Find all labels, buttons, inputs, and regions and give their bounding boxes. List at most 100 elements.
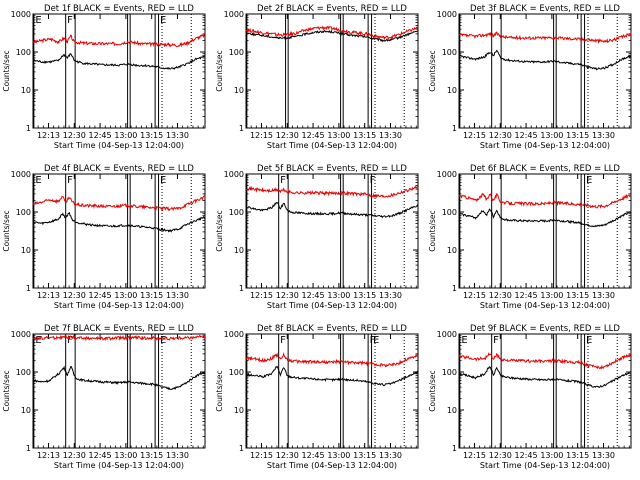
x-tick-label: 12:30	[489, 291, 512, 300]
time-marker-label: F	[370, 175, 376, 186]
lld-series-line	[246, 185, 419, 199]
y-tick-label: 1	[26, 444, 31, 453]
y-tick-label: 10	[21, 246, 31, 255]
x-tick-label: 12:30	[489, 451, 512, 460]
y-tick-label: 100	[16, 368, 31, 377]
y-tick-label: 10	[234, 86, 244, 95]
x-tick-label: 12:13	[37, 291, 60, 300]
x-tick-label: 13:00	[540, 451, 563, 460]
x-tick-label: 13:00	[327, 131, 350, 140]
lld-series-line	[245, 25, 419, 41]
y-axis-label: Counts/sec	[2, 370, 11, 411]
y-tick-label: 10	[21, 406, 31, 415]
time-marker-label: E	[586, 335, 592, 346]
y-axis-label: Counts/sec	[215, 50, 224, 91]
y-axis-label: Counts/sec	[215, 210, 224, 251]
time-marker-label: E	[35, 175, 41, 186]
time-marker-label: E	[461, 335, 467, 346]
lld-series-line	[245, 352, 419, 368]
events-series-line	[458, 366, 632, 389]
x-tick-label: 13:00	[114, 291, 137, 300]
y-tick-label: 1000	[11, 330, 31, 339]
lld-series-line	[32, 195, 206, 212]
x-tick-label: 13:30	[379, 291, 402, 300]
x-tick-label: 13:00	[114, 131, 137, 140]
events-series-line	[458, 208, 632, 228]
x-tick-label: 12:13	[37, 451, 60, 460]
x-tick-label: 12:30	[489, 131, 512, 140]
y-tick-label: 1000	[437, 330, 457, 339]
x-tick-label: 13:15	[140, 131, 163, 140]
x-tick-label: 13:15	[353, 451, 376, 460]
x-tick-label: 13:30	[379, 451, 402, 460]
x-axis-label: Start Time (04-Sep-13 12:04:00)	[54, 301, 184, 310]
y-axis-label: Counts/sec	[428, 210, 437, 251]
chart-panel-6: Det 6f BLACK = Events, RED = LLD 1 10 100 10…	[428, 164, 632, 310]
x-tick-label: 13:30	[592, 291, 615, 300]
time-marker-label: F	[67, 335, 73, 346]
x-tick-label: 12:30	[276, 451, 299, 460]
x-tick-label: 13:30	[592, 451, 615, 460]
x-tick-label: 13:30	[592, 131, 615, 140]
plot-frame	[245, 173, 419, 289]
x-tick-label: 13:00	[540, 131, 563, 140]
plot-frame	[458, 173, 632, 289]
plot-frame	[245, 333, 419, 449]
y-tick-label: 1000	[224, 170, 244, 179]
plot-frame	[245, 13, 419, 129]
x-tick-label: 13:15	[353, 291, 376, 300]
x-axis-label: Start Time (04-Sep-13 12:04:00)	[480, 461, 610, 470]
y-tick-label: 1	[239, 124, 244, 133]
events-series-line	[245, 201, 419, 219]
x-tick-label: 13:15	[140, 291, 163, 300]
time-marker-label: F	[493, 335, 499, 346]
time-marker-label: E	[35, 335, 41, 346]
chart-title: Det 4f BLACK = Events, RED = LLD	[44, 164, 194, 174]
time-marker-label: E	[586, 175, 592, 186]
y-tick-label: 10	[447, 406, 457, 415]
y-tick-label: 1000	[224, 330, 244, 339]
x-tick-label: 12:30	[276, 291, 299, 300]
x-tick-label: 13:15	[353, 131, 376, 140]
x-axis-label: Start Time (04-Sep-13 12:04:00)	[267, 141, 397, 150]
chart-title: Det 6f BLACK = Events, RED = LLD	[470, 164, 620, 174]
y-tick-label: 1000	[11, 10, 31, 19]
y-tick-label: 1000	[224, 10, 244, 19]
lld-series-line	[458, 31, 632, 45]
x-tick-label: 12:45	[89, 131, 112, 140]
chart-title: Det 2f BLACK = Events, RED = LLD	[257, 4, 407, 14]
x-tick-label: 13:00	[327, 451, 350, 460]
y-tick-label: 100	[16, 208, 31, 217]
x-tick-label: 13:00	[114, 451, 137, 460]
plot-frame	[458, 13, 632, 129]
y-tick-label: 100	[229, 208, 244, 217]
chart-panel-8: Det 8f BLACK = Events, RED = LLD 1 10 100 10…	[215, 324, 419, 470]
y-tick-label: 10	[234, 406, 244, 415]
chart-panel-7: Det 7f BLACK = Events, RED = LLD 1 10 100 10…	[2, 324, 206, 470]
lld-series-line	[32, 334, 206, 342]
y-tick-label: 100	[442, 368, 457, 377]
chart-title: Det 8f BLACK = Events, RED = LLD	[257, 324, 407, 334]
y-tick-label: 10	[21, 86, 31, 95]
y-tick-label: 100	[442, 48, 457, 57]
x-tick-label: 12:15	[463, 131, 486, 140]
x-axis-label: Start Time (04-Sep-13 12:04:00)	[480, 141, 610, 150]
events-series-line	[245, 29, 418, 43]
plot-frame	[458, 333, 632, 449]
chart-panel-4: Det 4f BLACK = Events, RED = LLD 1 10 100 10…	[2, 164, 206, 310]
x-tick-label: 12:45	[89, 451, 112, 460]
chart-title: Det 1f BLACK = Events, RED = LLD	[44, 4, 194, 14]
time-marker-label: E	[373, 335, 379, 346]
x-tick-label: 12:45	[302, 451, 325, 460]
x-tick-label: 13:00	[540, 291, 563, 300]
x-tick-label: 13:15	[566, 131, 589, 140]
x-axis-label: Start Time (04-Sep-13 12:04:00)	[480, 301, 610, 310]
x-axis-label: Start Time (04-Sep-13 12:04:00)	[267, 461, 397, 470]
chart-title: Det 3f BLACK = Events, RED = LLD	[470, 4, 620, 14]
y-tick-label: 10	[234, 246, 244, 255]
x-tick-label: 13:15	[140, 451, 163, 460]
y-tick-label: 100	[442, 208, 457, 217]
y-tick-label: 1	[452, 444, 457, 453]
events-series-line	[33, 365, 206, 391]
x-tick-label: 12:30	[63, 131, 86, 140]
